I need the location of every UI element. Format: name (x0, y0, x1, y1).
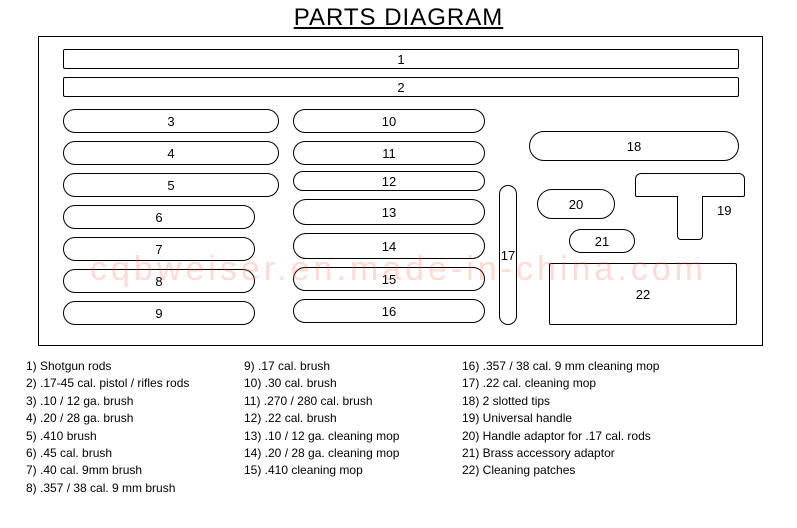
part-18: 18 (529, 131, 739, 161)
part-13: 13 (293, 199, 485, 225)
part-6: 6 (63, 205, 255, 229)
part-4: 4 (63, 141, 279, 165)
part-11: 11 (293, 141, 485, 165)
part-21: 21 (569, 229, 635, 253)
legend-item: 18) 2 slotted tips (462, 393, 702, 410)
legend-item: 11) .270 / 280 cal. brush (244, 393, 444, 410)
part-17: 17 (499, 185, 517, 325)
legend-item: 12) .22 cal. brush (244, 410, 444, 427)
part-7: 7 (63, 237, 255, 261)
part-5: 5 (63, 173, 279, 197)
part-2: 2 (63, 77, 739, 97)
part-12: 12 (293, 171, 485, 191)
part-22: 22 (549, 263, 737, 325)
legend-item: 10) .30 cal. brush (244, 375, 444, 392)
diagram-frame: 1 2 3 4 5 6 7 8 9 10 11 12 13 14 15 16 1… (38, 36, 763, 346)
legend-item: 15) .410 cleaning mop (244, 462, 444, 479)
legend-item: 13) .10 / 12 ga. cleaning mop (244, 428, 444, 445)
legend-item: 20) Handle adaptor for .17 cal. rods (462, 428, 702, 445)
part-14: 14 (293, 233, 485, 259)
legend-item: 4) .20 / 28 ga. brush (26, 410, 226, 427)
legend-col-3: 16) .357 / 38 cal. 9 mm cleaning mop 17)… (462, 358, 702, 497)
legend-item: 14) .20 / 28 ga. cleaning mop (244, 445, 444, 462)
legend-item: 2) .17-45 cal. pistol / rifles rods (26, 375, 226, 392)
page-title: PARTS DIAGRAM (0, 0, 797, 34)
legend-item: 16) .357 / 38 cal. 9 mm cleaning mop (462, 358, 702, 375)
part-20: 20 (537, 189, 615, 219)
legend-item: 5) .410 brush (26, 428, 226, 445)
legend-item: 19) Universal handle (462, 410, 702, 427)
legend-item: 3) .10 / 12 ga. brush (26, 393, 226, 410)
legend-item: 22) Cleaning patches (462, 462, 702, 479)
part-19-label: 19 (717, 203, 731, 218)
part-8: 8 (63, 269, 255, 293)
legend-item: 21) Brass accessory adaptor (462, 445, 702, 462)
legend: 1) Shotgun rods 2) .17-45 cal. pistol / … (26, 358, 702, 497)
legend-item: 1) Shotgun rods (26, 358, 226, 375)
part-9: 9 (63, 301, 255, 325)
legend-item: 7) .40 cal. 9mm brush (26, 462, 226, 479)
part-3: 3 (63, 109, 279, 133)
legend-item: 17) .22 cal. cleaning mop (462, 375, 702, 392)
part-19-handle: 19 (635, 173, 745, 243)
legend-item: 8) .357 / 38 cal. 9 mm brush (26, 480, 226, 497)
legend-item: 9) .17 cal. brush (244, 358, 444, 375)
part-10: 10 (293, 109, 485, 133)
legend-item: 6) .45 cal. brush (26, 445, 226, 462)
legend-col-2: 9) .17 cal. brush 10) .30 cal. brush 11)… (244, 358, 444, 497)
legend-col-1: 1) Shotgun rods 2) .17-45 cal. pistol / … (26, 358, 226, 497)
part-1: 1 (63, 49, 739, 69)
part-16: 16 (293, 299, 485, 323)
part-15: 15 (293, 267, 485, 291)
